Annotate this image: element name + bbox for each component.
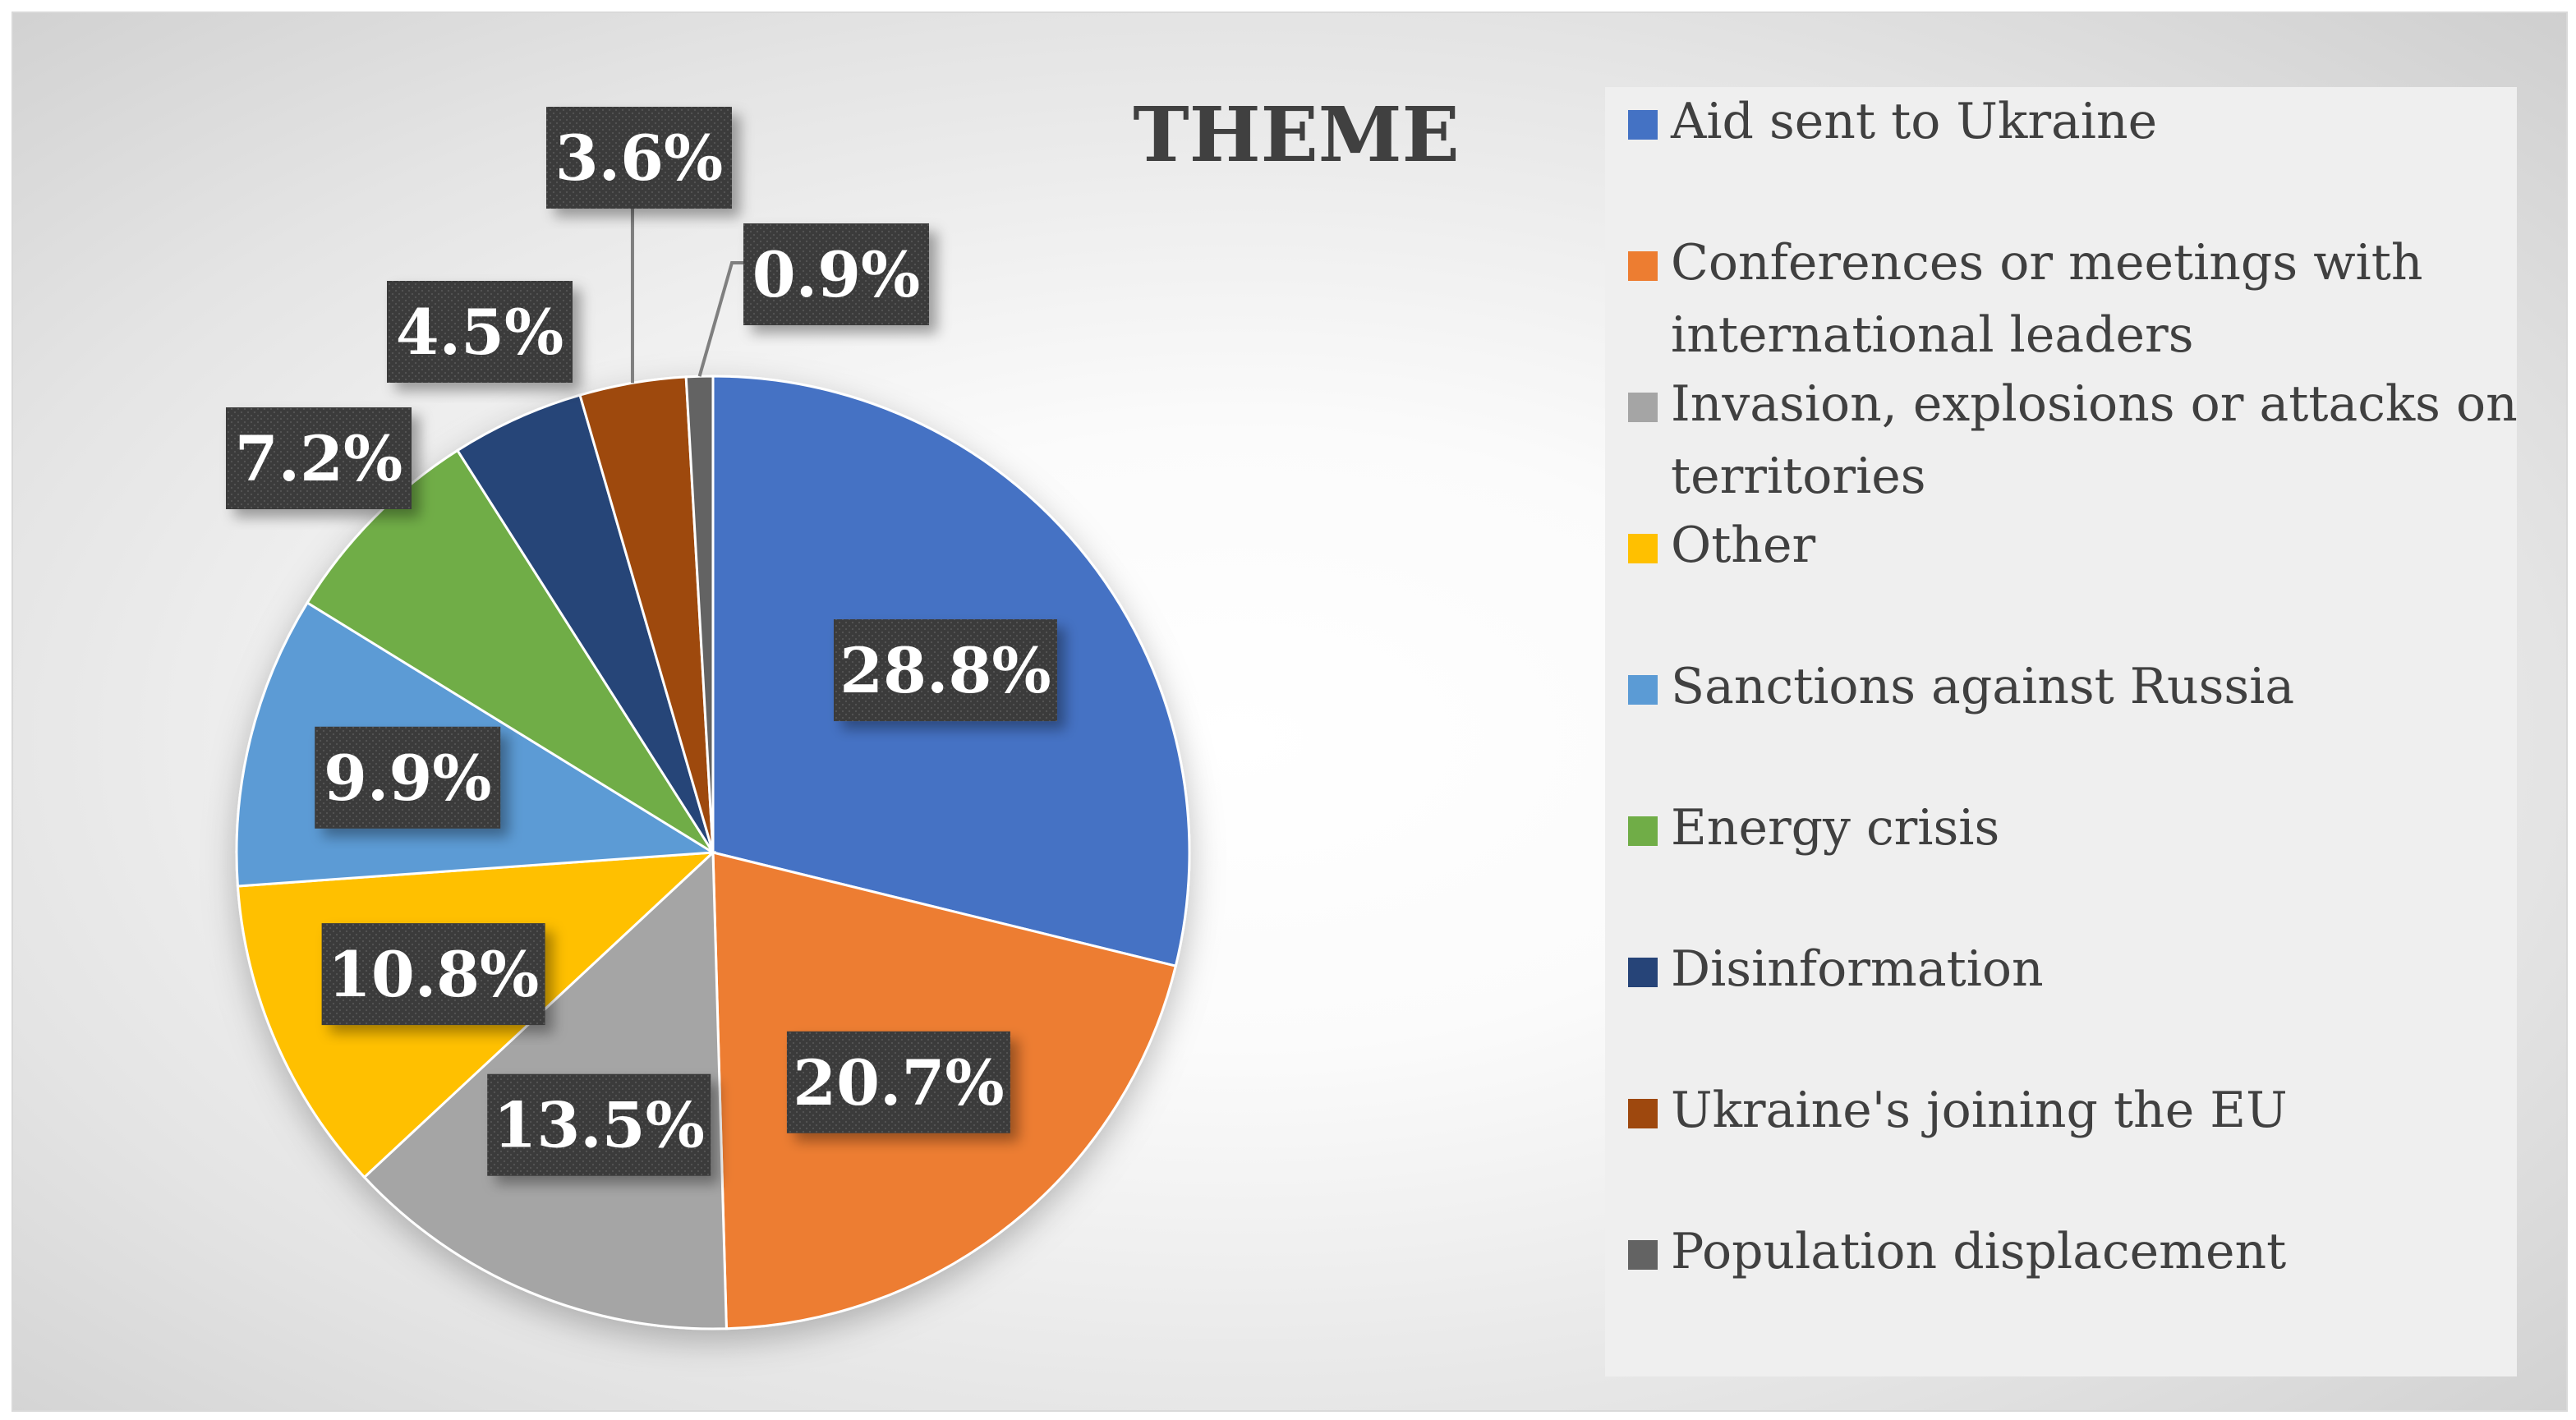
pie-slice xyxy=(306,448,715,854)
data-label: 9.9% xyxy=(324,742,491,815)
legend-swatch xyxy=(1628,675,1658,705)
legend-swatch xyxy=(1628,816,1658,846)
data-label: 13.5% xyxy=(494,1089,705,1162)
legend-swatch xyxy=(1628,534,1658,563)
legend-label: Energy crisis xyxy=(1671,799,1999,857)
legend-label: Disinformation xyxy=(1671,940,2044,998)
data-label: 10.8% xyxy=(328,938,539,1011)
data-label: 4.5% xyxy=(396,296,564,369)
legend: Aid sent to Ukraine Conferences or meetin… xyxy=(1628,93,2518,1280)
leader-lines xyxy=(630,209,743,384)
legend-swatch xyxy=(1628,393,1658,422)
legend-label: Other xyxy=(1671,517,1815,574)
pie-chart: THEME 28.8% 20.7% 13.5% 10.8% 9.9% 7.2% 4.5% 3.… xyxy=(226,87,2518,1376)
data-label-box xyxy=(315,726,501,829)
data-label: 28.8% xyxy=(840,634,1051,707)
data-label-box xyxy=(743,223,929,325)
legend-label: international leaders xyxy=(1671,306,2194,364)
legend-swatch xyxy=(1628,1099,1658,1128)
data-label-box xyxy=(321,923,545,1026)
legend-label: Invasion, explosions or attacks on xyxy=(1671,375,2518,433)
legend-label: Population displacement xyxy=(1671,1223,2286,1280)
data-label-box xyxy=(833,619,1057,722)
legend-swatch xyxy=(1628,1240,1658,1270)
legend-swatch xyxy=(1628,110,1658,140)
legend-label: Ukraine's joining the EU xyxy=(1671,1082,2288,1139)
chart-area: THEME 28.8% 20.7% 13.5% 10.8% 9.9% 7.2% 4.5% 3.… xyxy=(12,11,2568,1412)
pie xyxy=(235,375,1191,1330)
data-label-box xyxy=(786,1031,1010,1133)
data-label-box xyxy=(546,107,732,209)
leader-line xyxy=(697,261,743,377)
pie-slice xyxy=(455,393,715,853)
data-label-box xyxy=(226,407,412,509)
data-label: 3.6% xyxy=(555,122,723,195)
data-label-box xyxy=(387,281,573,383)
legend-swatch xyxy=(1628,958,1658,987)
legend-label: Conferences or meetings with xyxy=(1671,234,2423,292)
legend-label: Aid sent to Ukraine xyxy=(1670,93,2157,150)
legend-label: territories xyxy=(1671,448,1926,505)
legend-label: Sanctions against Russia xyxy=(1671,658,2294,715)
chart-title: THEME xyxy=(1133,90,1459,179)
data-label: 0.9% xyxy=(752,238,920,311)
legend-panel xyxy=(1605,87,2517,1376)
data-label: 7.2% xyxy=(235,422,402,495)
data-label: 20.7% xyxy=(793,1046,1004,1119)
data-labels: 28.8% 20.7% 13.5% 10.8% 9.9% 7.2% 4.5% 3.6% 0.9% xyxy=(226,107,1057,1176)
legend-swatch xyxy=(1628,251,1658,281)
pie-slice xyxy=(684,375,715,853)
data-label-box xyxy=(487,1073,711,1176)
